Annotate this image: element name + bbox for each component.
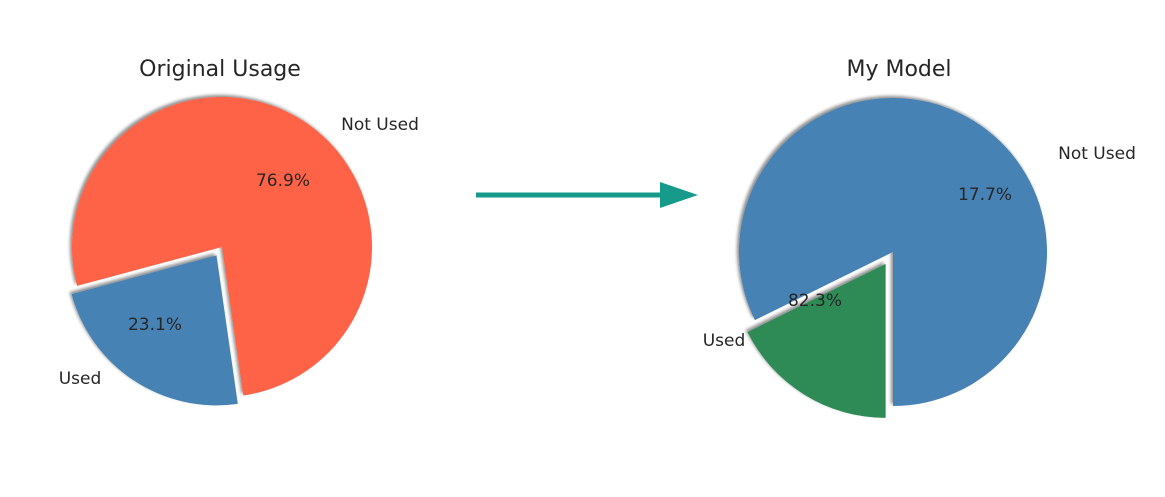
slice-pct-used: 82.3% — [788, 291, 842, 311]
slice-label-not-used: Not Used — [1058, 144, 1136, 164]
pie-text-original-usage: Used Not Used 23.1% 76.9% — [59, 115, 419, 389]
arrow-head — [660, 182, 698, 208]
slice-label-not-used: Not Used — [341, 115, 419, 135]
pie-text-my-model: Used Not Used 82.3% 17.7% — [703, 144, 1136, 351]
slice-label-used: Used — [703, 331, 746, 351]
slice-pct-used: 23.1% — [128, 315, 182, 335]
pie-chart-original-usage: Original Usage Used Not Used 23.1% 76.9% — [59, 57, 419, 406]
pie-slice-not-used — [747, 263, 886, 418]
slice-pct-not-used: 17.7% — [958, 185, 1012, 205]
pie-slice-used — [739, 98, 1048, 406]
slice-label-used: Used — [59, 369, 102, 389]
chart-title-my-model: My Model — [846, 57, 951, 82]
pie-slices-my-model — [739, 98, 1048, 418]
pie-chart-my-model: My Model Used Not Used 82.3% 17.7% — [703, 57, 1136, 418]
chart-title-original-usage: Original Usage — [139, 57, 301, 82]
pie-slice-used — [71, 255, 238, 406]
transition-arrow — [476, 182, 698, 208]
pie-slice-not-used — [71, 97, 372, 396]
slice-pct-not-used: 76.9% — [256, 171, 310, 191]
pie-slices-original-usage — [71, 97, 372, 406]
